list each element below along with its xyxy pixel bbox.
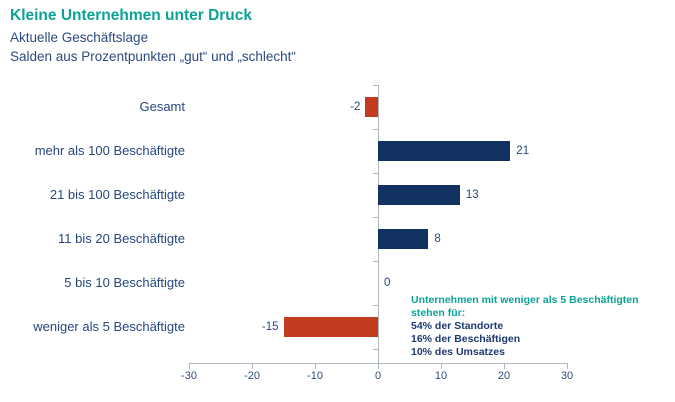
bar-positive	[378, 141, 511, 161]
category-axis-tick	[373, 217, 378, 218]
chart-subtitle-line1: Aktuelle Geschäftslage	[10, 30, 149, 45]
annotation-line: 10% des Umsatzes	[411, 346, 505, 358]
category-axis-tick	[373, 261, 378, 262]
category-label: 5 bis 10 Beschäftigte	[64, 275, 185, 290]
category-label: 21 bis 100 Beschäftigte	[49, 187, 185, 202]
category-label: 11 bis 20 Beschäftigte	[58, 231, 185, 246]
x-axis-tick	[441, 363, 442, 369]
x-axis-tick-label: -30	[181, 370, 197, 382]
value-label: -15	[261, 321, 279, 333]
bar-negative	[283, 317, 378, 337]
category-axis-tick	[373, 349, 378, 350]
chart-title: Kleine Unternehmen unter Druck	[10, 7, 253, 24]
annotation-heading: Unternehmen mit weniger als 5 Beschäftig…	[411, 294, 639, 319]
chart-annotation: Unternehmen mit weniger als 5 Beschäftig…	[411, 294, 675, 359]
category-axis-tick	[373, 173, 378, 174]
value-label: 21	[516, 145, 530, 157]
value-label: 0	[384, 277, 391, 289]
annotation-line: 16% der Beschäftigen	[411, 333, 521, 345]
x-axis-tick	[189, 363, 190, 369]
x-axis-tick-label: -20	[244, 370, 260, 382]
x-axis-tick-label: -10	[307, 370, 323, 382]
category-axis-tick	[373, 129, 378, 130]
bar-negative	[365, 97, 378, 117]
bar-positive	[378, 229, 429, 249]
value-label: 8	[434, 233, 441, 245]
x-axis-tick	[378, 363, 379, 369]
category-label: mehr als 100 Beschäftigte	[34, 143, 185, 158]
x-axis-tick	[252, 363, 253, 369]
x-axis-tick-label: 0	[374, 370, 382, 382]
x-axis-tick	[504, 363, 505, 369]
zero-baseline	[378, 85, 379, 363]
x-axis-tick-label: 30	[560, 370, 574, 382]
category-label: weniger als 5 Beschäftigte	[33, 319, 185, 334]
value-label: -2	[350, 101, 361, 113]
category-axis-tick	[373, 85, 378, 86]
value-label: 13	[465, 189, 479, 201]
category-label: Gesamt	[139, 99, 185, 114]
x-axis-tick-label: 10	[434, 370, 448, 382]
chart-subtitle-line2: Salden aus Prozentpunkten „gut“ und „sch…	[10, 49, 296, 64]
x-axis-tick	[315, 363, 316, 369]
x-axis-tick-label: 20	[497, 370, 511, 382]
category-axis-tick	[373, 305, 378, 306]
x-axis-tick	[567, 363, 568, 369]
annotation-line: 54% der Standorte	[411, 320, 504, 332]
bar-positive	[378, 185, 460, 205]
